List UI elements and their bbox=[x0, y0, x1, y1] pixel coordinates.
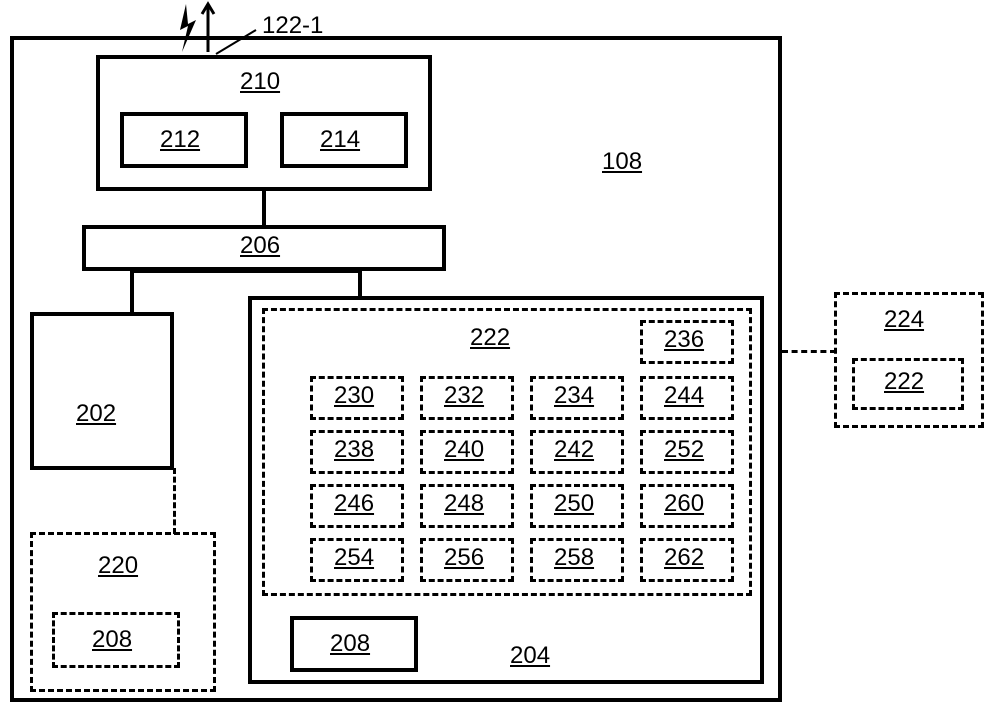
label-240: 240 bbox=[444, 436, 484, 464]
label-234: 234 bbox=[554, 382, 594, 410]
label-224: 224 bbox=[884, 306, 924, 334]
label-212: 212 bbox=[160, 126, 200, 154]
label-254: 254 bbox=[334, 544, 374, 572]
label-202: 202 bbox=[76, 400, 116, 428]
label-246: 246 bbox=[334, 490, 374, 518]
label-236: 236 bbox=[664, 326, 704, 354]
label-208a: 208 bbox=[92, 626, 132, 654]
label-260: 260 bbox=[664, 490, 704, 518]
label-256: 256 bbox=[444, 544, 484, 572]
block-202 bbox=[30, 312, 174, 470]
label-210: 210 bbox=[240, 68, 280, 96]
label-242: 242 bbox=[554, 436, 594, 464]
diagram-stage: 108 210 212 214 206 202 204 222 236 230 232 234 244 2… bbox=[0, 0, 1000, 714]
connector-c206_to_main_h bbox=[130, 269, 362, 273]
label-258: 258 bbox=[554, 544, 594, 572]
label-214: 214 bbox=[320, 126, 360, 154]
label-220: 220 bbox=[98, 552, 138, 580]
connector-c206_to_202_v bbox=[130, 269, 134, 316]
connector-d202_to_220_v bbox=[173, 468, 176, 534]
label-232: 232 bbox=[444, 382, 484, 410]
label-250: 250 bbox=[554, 490, 594, 518]
label-252: 252 bbox=[664, 436, 704, 464]
connector-c210_to_206_v bbox=[262, 191, 266, 228]
antenna-icon bbox=[178, 0, 218, 58]
label-222: 222 bbox=[470, 324, 510, 352]
label-262: 262 bbox=[664, 544, 704, 572]
label-230: 230 bbox=[334, 382, 374, 410]
label-248: 248 bbox=[444, 490, 484, 518]
label-108: 108 bbox=[602, 148, 642, 176]
label-244: 244 bbox=[664, 382, 704, 410]
label-238: 238 bbox=[334, 436, 374, 464]
label-208b: 208 bbox=[330, 630, 370, 658]
connector-c206_to_204_v bbox=[358, 269, 362, 299]
connector-d108_to_224_h bbox=[782, 350, 836, 353]
label-204: 204 bbox=[510, 642, 550, 670]
label-206: 206 bbox=[240, 232, 280, 260]
label-222b: 222 bbox=[884, 368, 924, 396]
callout-label: 122-1 bbox=[262, 12, 323, 40]
